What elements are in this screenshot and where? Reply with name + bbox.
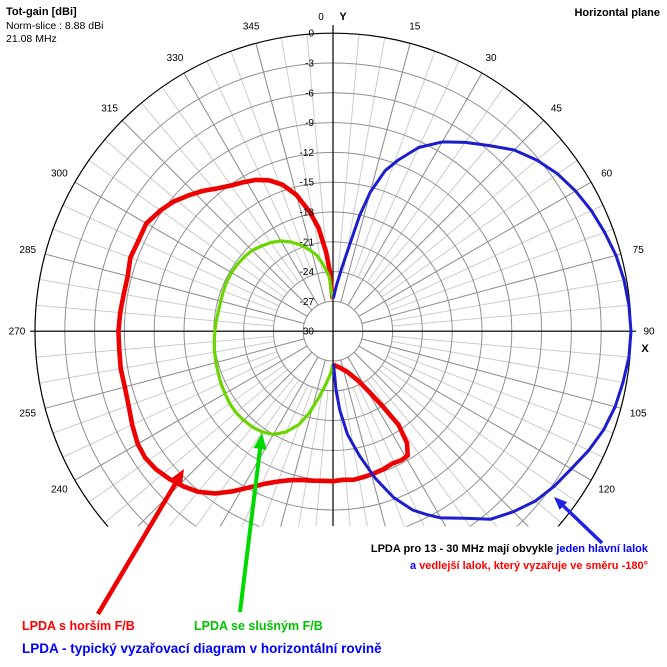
angle-label-15: 15 [409, 21, 421, 32]
angle-label-315: 315 [101, 103, 118, 114]
plot-labels: 1530456075901051202402552702853003153303… [9, 11, 655, 496]
plane-title: Horizontal plane [574, 7, 660, 19]
norm-slice-value: Norm-slice : 8.88 dBi [6, 19, 104, 32]
grid-spoke-major [74, 345, 308, 481]
plot-title: Tot-gain [dBi] [6, 6, 77, 18]
grid-spoke-major [219, 356, 319, 527]
red-arrow-shaft [96, 482, 178, 616]
plot-header-left: Tot-gain [dBi] Norm-slice : 8.88 dBi 21.… [6, 6, 103, 47]
red-arrow-head [169, 469, 184, 488]
angle-label-345: 345 [243, 21, 260, 32]
db-ring-label-m18: -18 [300, 208, 315, 219]
grid-spoke-major [255, 43, 326, 303]
db-ring-label-m27: -27 [300, 297, 315, 308]
note-line-2: a vedlejší lalok, který vyzařuje ve směr… [410, 560, 648, 572]
grid-spoke-major [358, 181, 592, 317]
x-axis-label: X [641, 343, 649, 355]
note-line-2-red: vedlejší lalok, který vyzařuje ve směru … [419, 560, 648, 572]
angle-label-300: 300 [51, 169, 68, 180]
y-axis-label: Y [339, 11, 347, 23]
angle-label-120: 120 [598, 485, 615, 496]
angle-label-45: 45 [551, 103, 563, 114]
db-ring-label-m6: -6 [305, 88, 314, 99]
grid-spoke-major [45, 253, 305, 324]
grid-spoke-major [136, 351, 313, 527]
grid-spoke-major [280, 359, 326, 527]
angle-label-270: 270 [9, 327, 26, 338]
db-ring-label-m15: -15 [300, 178, 315, 189]
db-ring-label-m9: -9 [305, 118, 314, 129]
grid-spoke-major [347, 72, 483, 306]
pattern-curves [116, 140, 633, 521]
grid-spoke-major [121, 120, 313, 311]
annotation-arrows [96, 433, 604, 616]
grid-spoke-major [183, 72, 319, 306]
grid-spoke-major [74, 181, 308, 317]
note-line-1-blue: jeden hlavní lalok [556, 543, 648, 555]
pattern-curve-green [212, 239, 335, 436]
legend-label-blue-typical-diagram: LPDA - typický vyzařovací diagram v hori… [22, 641, 382, 656]
grid-spoke-major [353, 351, 530, 527]
frequency-value: 21.08 MHz [6, 33, 57, 45]
angle-label-255: 255 [19, 408, 36, 419]
blue-arrow-shaft [562, 504, 604, 545]
legend-label-red-worse-fb: LPDA s horším F/B [22, 619, 135, 633]
angle-label-60: 60 [601, 169, 613, 180]
db-ring-label-m12: -12 [300, 148, 315, 159]
angle-label-285: 285 [19, 245, 36, 256]
angle-label-240: 240 [51, 485, 68, 496]
pattern-curve-blue [332, 140, 633, 521]
legend-label-green-decent-fb: LPDA se slušným F/B [194, 619, 323, 633]
pattern-curve-red [116, 177, 410, 496]
db-ring-label-0: 0 [308, 29, 314, 40]
angle-label-330: 330 [167, 53, 184, 64]
db-ring-label-m3: -3 [305, 59, 314, 70]
angle-label-75: 75 [633, 245, 645, 256]
green-arrow-shaft [238, 448, 263, 613]
polar-grid [30, 25, 636, 527]
green-arrow-head [253, 433, 267, 450]
angle-label-105: 105 [630, 408, 647, 419]
angle-label-0: 0 [318, 12, 324, 23]
db-ring-label-m24: -24 [300, 267, 315, 278]
grid-spoke-major [361, 253, 621, 324]
note-line-2-blue: a [410, 560, 420, 572]
grid-spoke-major [358, 345, 592, 481]
grid-spoke-major [340, 359, 386, 527]
grid-spoke-major [340, 43, 411, 303]
blue-arrow-head [554, 497, 568, 510]
db-ring-label-30: 30 [303, 327, 315, 338]
note-line-1: LPDA pro 13 - 30 MHz mají obvykle jeden … [371, 543, 648, 555]
angle-label-30: 30 [485, 53, 497, 64]
note-line-1-black: LPDA pro 13 - 30 MHz mají obvykle [370, 543, 557, 555]
angle-label-90: 90 [643, 327, 655, 338]
grid-spoke-major [353, 120, 545, 311]
db-ring-label-m21: -21 [300, 237, 315, 248]
grid-spoke-major [361, 338, 621, 409]
grid-spoke-major [45, 338, 305, 409]
